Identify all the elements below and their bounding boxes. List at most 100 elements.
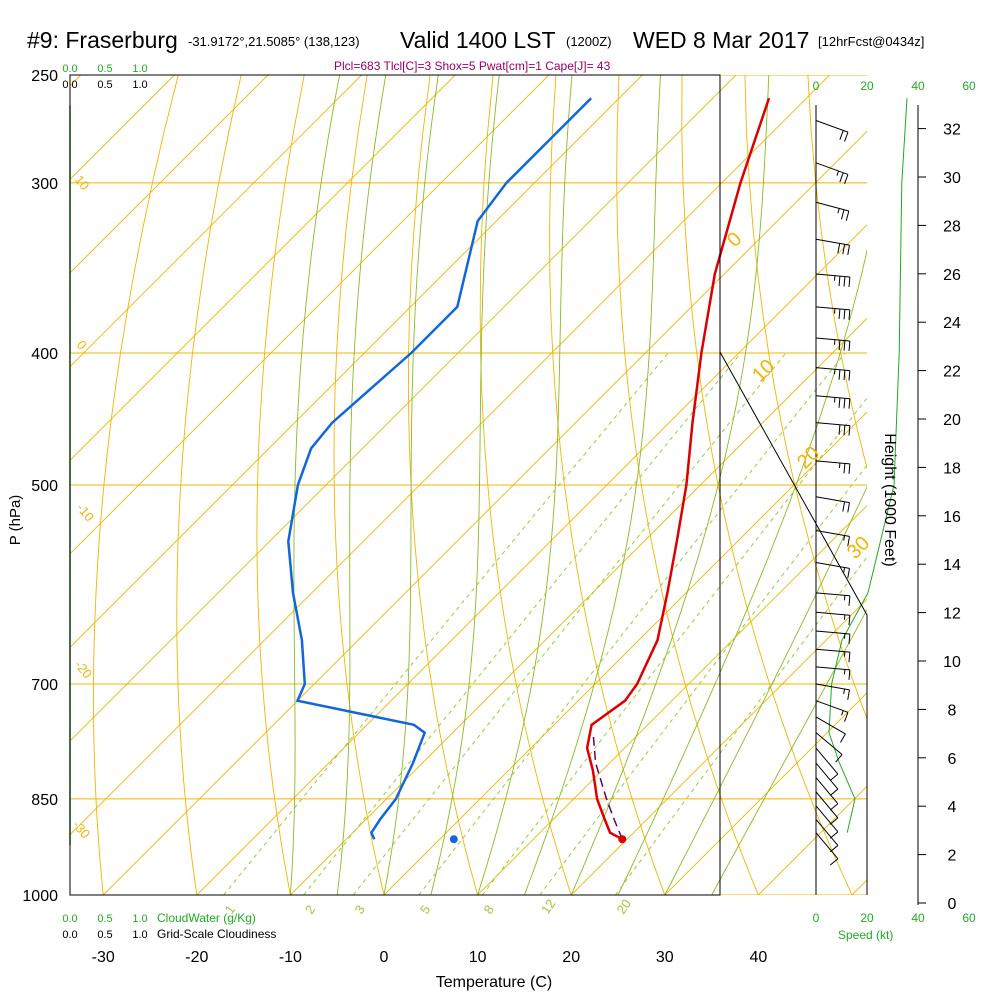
cloudiness-bottom-tick: 0.0 <box>62 929 77 941</box>
wind-barb <box>815 306 851 320</box>
speed-bottom-tick: 20 <box>860 911 874 925</box>
x-tick-label: 30 <box>656 949 674 966</box>
forecast-info: [12hrFcst@0434z] <box>818 34 925 49</box>
pressure-tick-label: 1000 <box>22 888 58 905</box>
speed-top-tick: 60 <box>962 79 976 93</box>
wind-barb <box>815 611 851 626</box>
moist-adiabat-line <box>523 75 661 895</box>
diagram-background-grid <box>70 75 1000 895</box>
height-tick-label: 24 <box>943 315 961 332</box>
wind-barb <box>815 777 839 811</box>
speed-bottom-tick: 0 <box>813 911 820 925</box>
dry-adiabat-line <box>256 75 305 895</box>
wind-barb <box>815 337 851 352</box>
isotherm-line <box>70 75 643 649</box>
height-axis-label: Height (1000 Feet) <box>881 433 898 566</box>
x-tick-label: 0 <box>380 949 389 966</box>
adiabat-label: -30 <box>70 817 94 841</box>
plot-frame <box>69 74 721 896</box>
wind-barb <box>815 496 850 513</box>
mixing-ratio-line <box>539 464 867 895</box>
temperature-profile <box>585 97 771 841</box>
height-tick-label: 4 <box>948 799 957 816</box>
valid-time: Valid 1400 LST <box>400 27 556 53</box>
dry-adiabat-line <box>616 75 759 895</box>
x-tick-label: -30 <box>92 949 115 966</box>
cloud-water-top-tick: 0.5 <box>97 63 112 75</box>
cloudiness-top-tick: 1.0 <box>132 79 147 91</box>
x-tick-label: -10 <box>279 949 302 966</box>
isotherm-line <box>664 692 867 895</box>
wind-barb <box>815 162 849 184</box>
wind-barb <box>815 805 839 839</box>
dry-adiabat-line <box>934 75 1000 895</box>
wind-barb <box>815 791 839 825</box>
isotherm-line <box>70 75 737 742</box>
speed-bottom-tick: 60 <box>962 911 976 925</box>
adiabat-label: 10 <box>72 172 93 193</box>
wind-barb <box>815 630 851 644</box>
cloudiness-top-tick: 0.5 <box>97 79 112 91</box>
isotherm-line <box>70 75 362 368</box>
isotherm-line <box>70 75 830 836</box>
wind-barb <box>815 460 851 474</box>
x-axis-label: Temperature (C) <box>436 974 552 991</box>
cloudiness-bottom-tick: 0.5 <box>97 929 112 941</box>
wind-barb <box>815 562 850 579</box>
dry-adiabat-line <box>744 75 867 720</box>
surface-temperature-marker <box>618 835 627 844</box>
adiabat-label: -10 <box>74 500 98 524</box>
wind-barb <box>815 367 851 381</box>
moist-adiabat-line <box>430 75 500 895</box>
height-tick-label: 6 <box>948 751 957 768</box>
wind-barb <box>815 732 843 763</box>
moist-adiabat-line <box>336 75 387 895</box>
dry-adiabat-line <box>407 75 479 895</box>
wind-barb <box>815 422 851 436</box>
cloud-water-bottom-tick: 1.0 <box>132 913 147 925</box>
x-tick-label: 40 <box>750 949 768 966</box>
x-tick-label: 20 <box>562 949 580 966</box>
height-tick-label: 30 <box>943 170 961 187</box>
mixing-ratio-line <box>223 352 669 895</box>
isotherm-line <box>102 130 867 895</box>
pressure-tick-label: 250 <box>31 68 58 85</box>
mixing-ratio-line <box>303 352 742 895</box>
height-tick-label: 12 <box>943 606 961 623</box>
isotherm-line <box>196 224 867 895</box>
height-tick-label: 0 <box>948 896 957 913</box>
utc-time: (1200Z) <box>566 34 612 49</box>
surface-dewpoint-marker <box>449 835 458 844</box>
wind-barb <box>815 832 839 866</box>
isotherm-label: 30 <box>843 532 874 563</box>
speed-top-tick: 40 <box>911 79 925 93</box>
y-axis-label: P (hPa) <box>7 495 24 546</box>
isotherm-line <box>290 317 867 895</box>
wind-barbs <box>815 98 908 895</box>
height-tick-label: 28 <box>943 218 961 235</box>
mixing-ratio-line <box>418 352 846 895</box>
wind-barb <box>815 716 846 743</box>
mixing-ratio-label: 8 <box>481 902 497 917</box>
cloud-water-label: CloudWater (g/Kg) <box>157 911 256 925</box>
mixing-ratio-label: 2 <box>302 902 318 917</box>
mixing-ratio-label: 20 <box>614 896 635 916</box>
wind-barb <box>815 120 849 142</box>
adiabat-label: 0 <box>74 337 90 352</box>
moist-adiabat-line <box>711 608 867 895</box>
height-tick-label: 8 <box>948 702 957 719</box>
wind-barb <box>815 238 850 256</box>
dry-adiabat-line <box>549 75 666 895</box>
height-tick-label: 20 <box>943 412 961 429</box>
height-tick-label: 18 <box>943 460 961 477</box>
wind-barb <box>815 201 850 221</box>
speed-top-tick: 20 <box>860 79 874 93</box>
moist-adiabat-line <box>477 75 573 895</box>
dry-adiabat-line <box>176 75 242 895</box>
wind-barb <box>815 395 851 409</box>
wind-barb <box>815 819 839 853</box>
speed-bottom-tick: 40 <box>911 911 925 925</box>
wind-barb <box>815 648 851 663</box>
isotherm-line <box>70 75 269 274</box>
